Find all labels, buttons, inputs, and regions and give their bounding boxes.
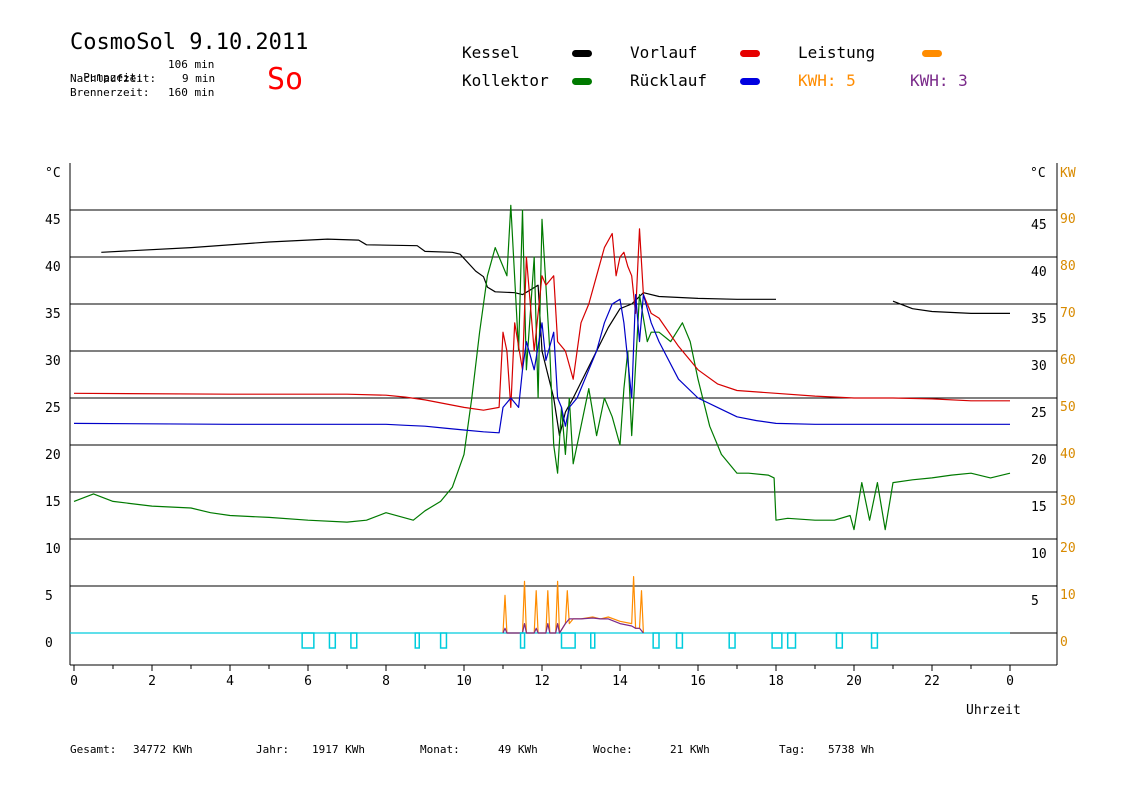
legend-kwh-2: KWH: 3 xyxy=(910,71,968,90)
legend-vorlauf-label: Vorlauf xyxy=(630,43,698,62)
x-tick-label: 14 xyxy=(612,674,628,689)
series-line-3 xyxy=(73,294,1010,434)
y-tick-label-left: 25 xyxy=(45,401,61,416)
pump-marker xyxy=(870,632,879,649)
footer-gesamt-label: Gesamt: xyxy=(70,743,117,756)
pump-marker xyxy=(652,632,660,649)
footer-jahr-label: Jahr: xyxy=(256,743,290,756)
pump-marker xyxy=(519,632,526,649)
y-tick-label-right: 40 xyxy=(1031,265,1047,280)
footer-tag-label: Tag: xyxy=(779,743,806,756)
pump-marker xyxy=(350,632,358,649)
y-tick-label-right: 20 xyxy=(1031,453,1047,468)
legend-kessel-swatch xyxy=(572,50,592,57)
footer-tag-value: 5738 Wh xyxy=(828,743,875,756)
pump-marker xyxy=(675,632,684,649)
y-tick-label-left: 15 xyxy=(45,495,61,510)
y-tick-label-left: 40 xyxy=(45,260,61,275)
pump-marker xyxy=(590,632,596,649)
y-tick-label-right: 15 xyxy=(1031,500,1047,515)
footer-jahr-value: 1917 KWh xyxy=(312,743,365,756)
info-pumpzeit-label: Pumpzeit: xyxy=(83,71,143,84)
info-nachlaufzeit-label: Nachlaufzeit: xyxy=(70,72,157,85)
legend-ruecklauf-swatch xyxy=(740,78,760,85)
pump-marker xyxy=(439,632,448,649)
legend-ruecklauf-label: Rücklauf xyxy=(630,71,708,90)
y-tick-label-right: 45 xyxy=(1031,218,1047,233)
y-tick-label-left: 5 xyxy=(45,589,53,604)
page-title: CosmoSol 9.10.2011 xyxy=(70,30,309,55)
y-tick-label-right: 30 xyxy=(1031,359,1047,374)
x-tick-label: 8 xyxy=(382,674,390,689)
legend-leistung-label: Leistung xyxy=(798,43,876,62)
legend-vorlauf-swatch xyxy=(740,50,760,57)
pump-marker xyxy=(835,632,844,649)
footer-woche-label: Woche: xyxy=(593,743,633,756)
legend-kollektor-label: Kollektor xyxy=(462,71,549,90)
y-tick-label-kw: 40 xyxy=(1060,447,1076,462)
y-tick-label-kw: 20 xyxy=(1060,541,1076,556)
y-tick-label-kw: 70 xyxy=(1060,306,1076,321)
footer-gesamt-value: 34772 KWh xyxy=(133,743,193,756)
y-tick-label-kw: 10 xyxy=(1060,588,1076,603)
y-tick-label-kw: 0 xyxy=(1060,635,1068,650)
y-tick-label-left: 45 xyxy=(45,213,61,228)
y-axis-unit-right: °C xyxy=(1030,166,1046,181)
y-tick-label-kw: 80 xyxy=(1060,259,1076,274)
footer-monat-value: 49 KWh xyxy=(498,743,538,756)
x-tick-label: 4 xyxy=(226,674,234,689)
y-tick-label-right: 35 xyxy=(1031,312,1047,327)
series-line-1 xyxy=(73,204,1011,531)
y-tick-label-left: 0 xyxy=(45,636,53,651)
x-tick-label: 20 xyxy=(846,674,862,689)
y-tick-label-right: 5 xyxy=(1031,594,1039,609)
pump-marker xyxy=(328,632,337,649)
x-tick-label: 16 xyxy=(690,674,706,689)
pump-marker xyxy=(560,632,576,649)
info-pumpzeit-value: 106 min xyxy=(168,58,215,71)
footer-monat-label: Monat: xyxy=(420,743,460,756)
x-tick-label: 22 xyxy=(924,674,940,689)
legend-leistung-swatch xyxy=(922,50,942,57)
series-line-0 xyxy=(101,238,1010,437)
x-tick-label: 18 xyxy=(768,674,784,689)
x-tick-label: 2 xyxy=(148,674,156,689)
pump-marker xyxy=(301,632,315,649)
pump-marker xyxy=(414,632,420,649)
y-tick-label-kw: 30 xyxy=(1060,494,1076,509)
info-pumpzeit: Pumpzeit: xyxy=(70,58,143,84)
y-tick-label-kw: 50 xyxy=(1060,400,1076,415)
footer-woche-value: 21 KWh xyxy=(670,743,710,756)
weekday-label: So xyxy=(267,62,304,97)
legend-kollektor-swatch xyxy=(572,78,592,85)
pump-marker xyxy=(786,632,797,649)
legend-kwh-1: KWH: 5 xyxy=(798,71,856,90)
pump-marker xyxy=(771,632,783,649)
x-tick-label: 0 xyxy=(1006,674,1014,689)
y-tick-label-right: 10 xyxy=(1031,547,1047,562)
info-nachlaufzeit-value: 9 min xyxy=(182,72,216,85)
y-tick-label-left: 20 xyxy=(45,448,61,463)
x-tick-label: 6 xyxy=(304,674,312,689)
x-axis-label: Uhrzeit xyxy=(966,703,1021,718)
y-tick-label-left: 10 xyxy=(45,542,61,557)
y-tick-label-kw: 60 xyxy=(1060,353,1076,368)
y-tick-label-right: 25 xyxy=(1031,406,1047,421)
y-tick-label-kw: 90 xyxy=(1060,212,1076,227)
series-line-5 xyxy=(502,617,644,634)
legend-kessel-label: Kessel xyxy=(462,43,520,62)
x-tick-label: 12 xyxy=(534,674,550,689)
y-tick-label-left: 30 xyxy=(45,354,61,369)
x-tick-label: 10 xyxy=(456,674,472,689)
info-brennerzeit-label: Brennerzeit: xyxy=(70,86,150,99)
y-axis-unit-kw: KW xyxy=(1060,166,1076,181)
y-tick-label-left: 35 xyxy=(45,307,61,322)
pump-marker xyxy=(728,632,736,649)
x-tick-label: 0 xyxy=(70,674,78,689)
y-axis-unit-left: °C xyxy=(45,166,61,181)
info-brennerzeit-value: 160 min xyxy=(168,86,215,99)
series-line-2 xyxy=(73,228,1010,411)
